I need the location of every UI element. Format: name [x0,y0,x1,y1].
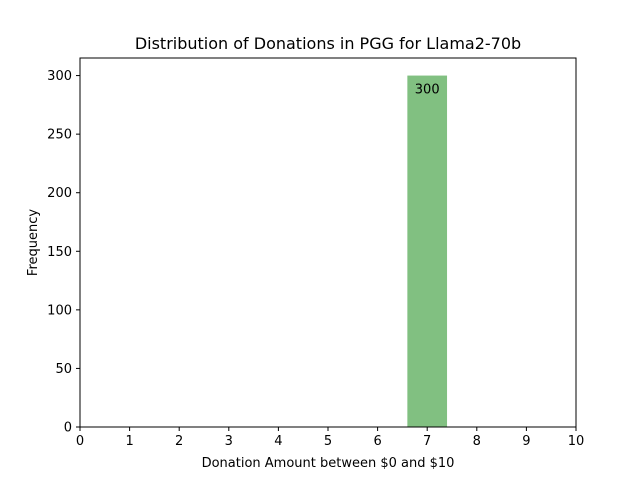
bar-value-label: 300 [415,83,440,98]
x-tick-label: 8 [473,434,481,449]
y-tick-label: 100 [47,303,72,318]
x-axis-label: Donation Amount between $0 and $10 [202,456,455,471]
x-tick-label: 4 [274,434,282,449]
y-tick-label: 0 [64,421,72,436]
y-tick-label: 250 [47,128,72,143]
x-tick-label: 7 [423,434,431,449]
y-tick-label: 50 [55,362,72,377]
y-tick-label: 300 [47,69,72,84]
x-tick-label: 6 [373,434,381,449]
x-tick-label: 9 [522,434,530,449]
x-tick-label: 10 [568,434,585,449]
y-tick-label: 200 [47,186,72,201]
x-tick-label: 2 [175,434,183,449]
x-tick-label: 5 [324,434,332,449]
x-tick-label: 3 [225,434,233,449]
y-axis-label: Frequency [26,209,41,276]
x-tick-label: 0 [76,434,84,449]
bar-7 [407,75,448,428]
chart-title: Distribution of Donations in PGG for Lla… [135,34,521,53]
x-tick-label: 1 [125,434,133,449]
plot-frame [79,57,577,428]
y-tick-label: 150 [47,245,72,260]
